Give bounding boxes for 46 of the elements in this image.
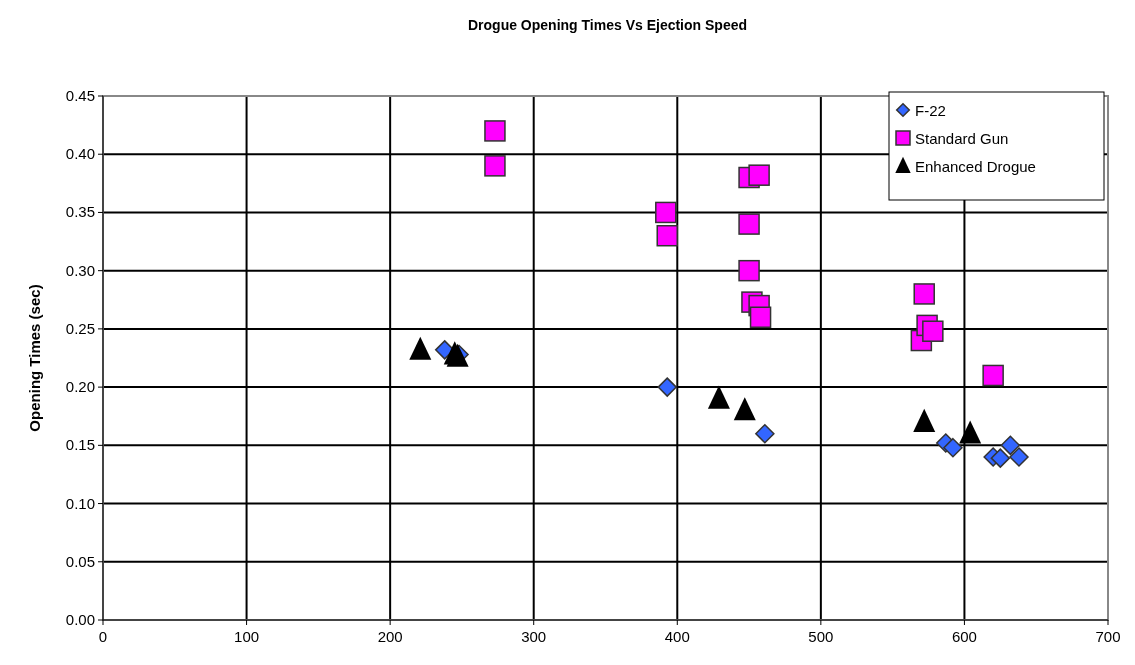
point — [990, 448, 1011, 468]
y-tick-label: 0.35 — [65, 203, 95, 221]
point — [707, 385, 730, 409]
x-tick-label: 600 — [951, 628, 977, 645]
point — [655, 201, 677, 224]
x-tick-label: 100 — [234, 628, 260, 645]
point — [755, 423, 775, 444]
legend-label: Standard Gun — [915, 130, 1009, 147]
y-tick-label: 0.45 — [65, 87, 95, 104]
x-tick-label: 500 — [808, 628, 834, 645]
x-tick-label: 0 — [98, 628, 108, 645]
chart-title: Drogue Opening Times Vs Ejection Speed — [467, 17, 748, 33]
point — [434, 340, 455, 360]
point — [943, 437, 963, 458]
legend-label: Enhanced Drogue — [915, 158, 1036, 175]
point — [1009, 447, 1029, 467]
x-tick-label: 300 — [521, 628, 547, 645]
point — [733, 397, 756, 421]
x-tick-label: 200 — [377, 628, 403, 645]
point — [1000, 435, 1021, 456]
y-tick-label: 0.15 — [65, 436, 95, 454]
y-tick-label: 0.00 — [65, 611, 95, 628]
legend-label: F-22 — [915, 102, 946, 119]
y-tick-label: 0.40 — [65, 145, 95, 163]
y-tick-label: 0.25 — [65, 319, 95, 337]
point — [484, 120, 506, 142]
point — [657, 377, 677, 397]
y-tick-label: 0.30 — [65, 261, 95, 279]
y-tick-label: 0.20 — [65, 378, 95, 396]
x-tick-label: 700 — [1095, 628, 1121, 645]
point — [409, 336, 432, 360]
point — [913, 283, 935, 305]
point — [959, 420, 982, 444]
point — [738, 213, 760, 235]
point — [922, 320, 944, 342]
point — [656, 224, 678, 247]
point — [749, 306, 772, 328]
point — [738, 259, 760, 282]
x-tick-label: 400 — [664, 628, 690, 645]
y-tick-label: 0.10 — [65, 494, 95, 512]
point — [748, 164, 770, 186]
point — [913, 408, 936, 432]
y-tick-label: 0.05 — [65, 552, 95, 570]
point — [484, 155, 506, 177]
point — [982, 364, 1004, 387]
y-axis-title: Opening Times (sec) — [26, 284, 43, 432]
